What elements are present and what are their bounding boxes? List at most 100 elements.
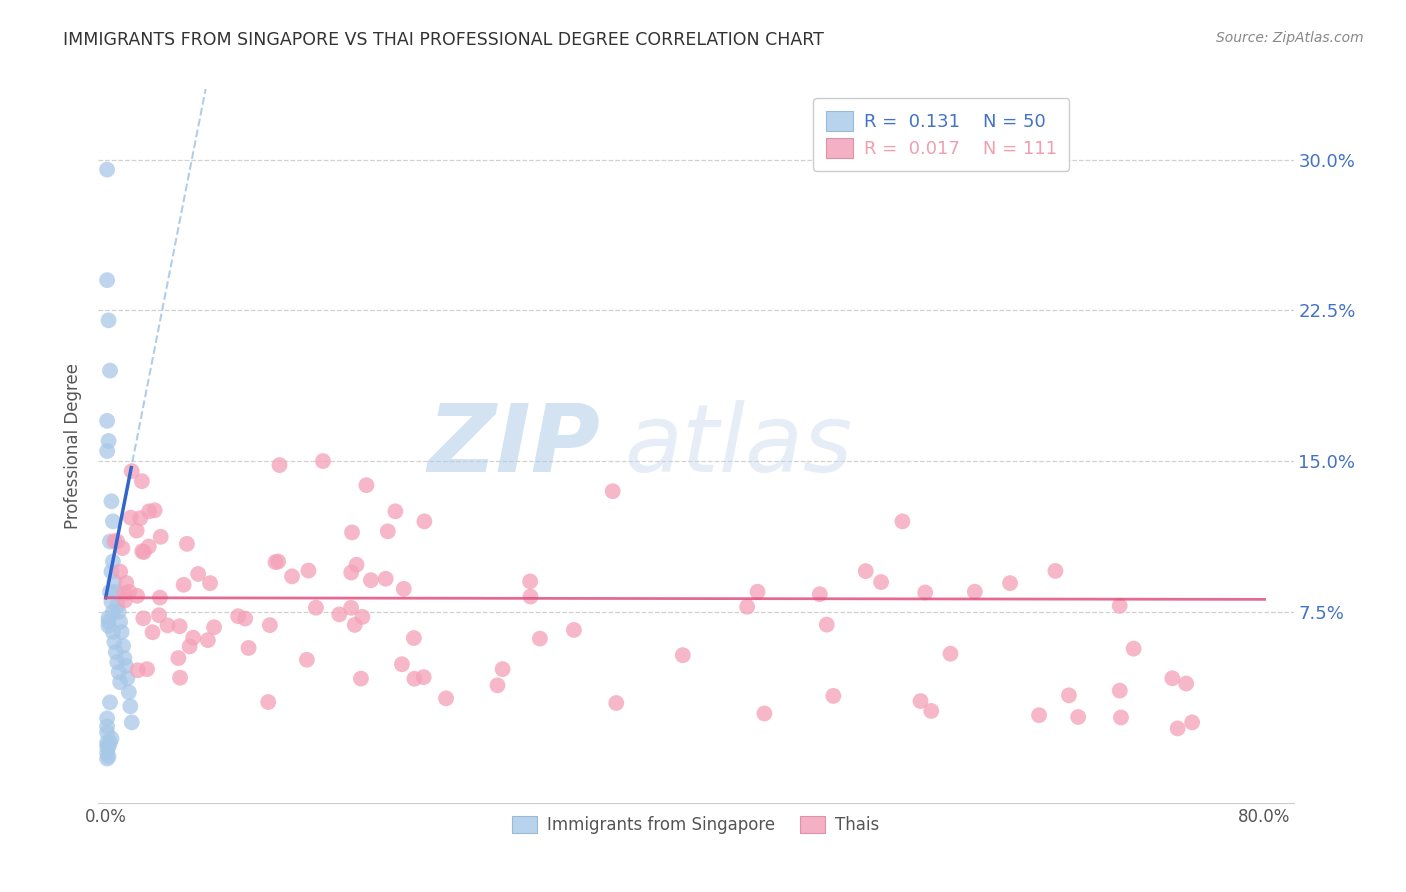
Point (105, 655, 128, 669)
Point (340, 566, 363, 580)
Point (384, 504, 406, 518)
Point (117, 671, 139, 685)
Point (101, 515, 124, 529)
Point (101, 624, 124, 639)
Point (1161, 671, 1184, 685)
Point (562, 623, 585, 637)
Point (131, 544, 153, 558)
Point (910, 694, 932, 708)
Point (118, 584, 141, 599)
Point (312, 454, 335, 468)
Point (340, 600, 363, 615)
Point (939, 647, 962, 661)
Point (360, 573, 382, 587)
Point (132, 545, 155, 559)
Point (96, 735, 118, 749)
Point (96, 273, 118, 287)
Point (97, 434, 120, 448)
Point (269, 458, 291, 472)
Point (233, 611, 256, 625)
Point (103, 534, 125, 549)
Point (107, 665, 129, 680)
Text: ZIP: ZIP (427, 400, 600, 492)
Point (914, 585, 936, 599)
Point (105, 599, 128, 613)
Point (96, 751, 118, 765)
Point (297, 564, 319, 578)
Point (127, 663, 149, 677)
Point (96, 719, 118, 733)
Point (605, 696, 627, 710)
Point (392, 582, 415, 596)
Point (179, 640, 201, 654)
Text: Source: ZipAtlas.com: Source: ZipAtlas.com (1216, 31, 1364, 45)
Point (120, 699, 142, 714)
Text: atlas: atlas (624, 401, 852, 491)
Point (519, 590, 541, 604)
Point (1175, 676, 1198, 690)
Point (891, 515, 914, 529)
Point (104, 645, 127, 659)
Point (96, 414, 118, 428)
Point (96, 739, 118, 754)
Point (97, 313, 120, 327)
Point (870, 575, 893, 590)
Point (295, 653, 318, 667)
Point (529, 632, 551, 646)
Point (103, 574, 125, 589)
Point (112, 639, 135, 653)
Point (115, 576, 138, 591)
Point (391, 657, 413, 672)
Point (1108, 599, 1130, 613)
Point (377, 524, 399, 539)
Point (305, 600, 328, 615)
Point (602, 484, 624, 499)
Point (138, 540, 160, 554)
Point (434, 691, 457, 706)
Point (823, 689, 845, 703)
Point (100, 565, 122, 579)
Point (855, 564, 877, 578)
Point (112, 586, 135, 600)
Point (98, 735, 121, 749)
Point (181, 631, 204, 645)
Point (754, 706, 776, 721)
Point (96, 725, 118, 739)
Point (346, 558, 368, 572)
Point (404, 672, 426, 686)
Point (104, 584, 127, 599)
Point (101, 555, 124, 569)
Point (148, 608, 170, 623)
Point (143, 503, 166, 517)
Point (96, 746, 118, 760)
Point (226, 609, 249, 624)
Point (110, 624, 132, 639)
Point (1057, 689, 1080, 703)
Point (998, 576, 1021, 591)
Point (747, 584, 769, 599)
Point (238, 640, 260, 655)
Point (105, 534, 128, 549)
Point (808, 587, 831, 601)
Point (1181, 715, 1204, 730)
Point (350, 672, 373, 686)
Point (114, 651, 136, 665)
Point (96, 444, 118, 458)
Point (356, 478, 378, 492)
Point (98, 363, 121, 377)
Point (920, 704, 942, 718)
Point (169, 671, 191, 685)
Point (115, 659, 138, 673)
Point (97, 619, 120, 633)
Point (108, 565, 131, 579)
Point (167, 651, 190, 665)
Point (120, 510, 142, 524)
Point (97, 611, 120, 625)
Point (735, 599, 758, 614)
Point (114, 593, 136, 607)
Point (1028, 708, 1050, 723)
Point (125, 524, 148, 538)
Point (108, 615, 131, 629)
Point (121, 715, 143, 730)
Point (412, 670, 434, 684)
